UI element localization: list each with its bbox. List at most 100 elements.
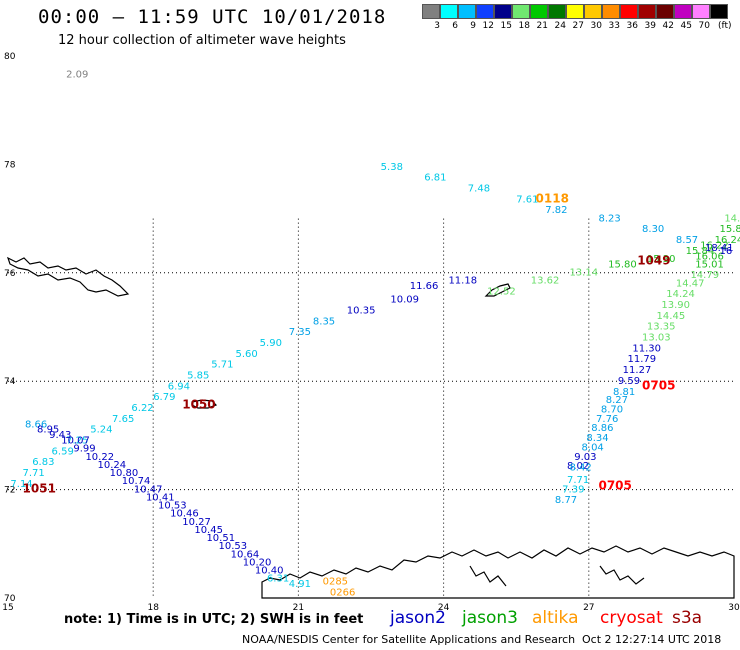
latitude-tick-label: 76 [4,269,16,279]
scale-swatch [458,4,476,19]
scale-swatch [710,4,728,19]
color-scale: 3 6 9 12 15 18 21 24 27 30 33 36 39 42 45 70 [422,4,728,38]
footer-note: note: 1) Time is in UTC; 2) SWH is in fe… [64,612,364,627]
scale-bin: 70 [692,4,710,38]
wave-height-value: 8.66 [25,419,47,430]
scale-swatch [692,4,710,19]
wave-height-value: 10.51 [206,533,235,544]
wave-height-value: 7.35 [289,327,311,338]
scale-label: 15 [500,21,512,31]
wave-height-value: 5.71 [211,360,233,371]
wave-height-value: 7.39 [562,484,584,495]
finnmark-fjord-coastline [469,565,507,587]
wave-height-value: 11.66 [410,281,439,292]
legend-jason3: jason3 [462,608,518,628]
wave-height-value: 10.27 [182,517,211,528]
legend-altika: altika [532,608,579,628]
wave-height-value: 5.24 [90,425,112,436]
map-title: 00:00 – 11:59 UTC 10/01/2018 [38,6,387,28]
scale-label: 9 [470,21,476,31]
wave-height-value: 8.95 [37,425,59,436]
wave-height-value: 13.62 [531,276,560,287]
scale-bin: 24 [548,4,566,38]
wave-height-value: 14.45 [657,311,686,322]
wave-height-value: 13.90 [661,300,690,311]
wave-height-value: 6.31 [267,574,289,585]
wave-height-value: 7.25 [66,436,88,447]
scale-bin: 12 [476,4,494,38]
wave-height-value: 10.20 [243,557,272,568]
wave-height-value: 14.79 [690,270,719,281]
wave-height-value: 7.14 [10,479,32,490]
wave-height-value: 16.06 [695,251,724,262]
scale-swatch [638,4,656,19]
scale-label: 30 [590,21,602,31]
wave-height-value: 7.76 [596,414,618,425]
wave-height-value: 9.99 [73,444,95,455]
longitude-tick-label: 18 [147,603,159,613]
scale-bin: 6 [440,4,458,38]
bear-island-coastline [191,399,218,409]
wave-height-value: 0285 [323,576,348,587]
wave-height-value: 15.30 [647,254,676,265]
wave-height-value: 10.74 [122,476,151,487]
wave-height-value: 11.18 [448,276,477,287]
wave-height-value: 7.48 [468,184,490,195]
longitude-tick-label: 15 [2,603,13,613]
wave-height-value: 6.22 [131,403,153,414]
scale-bin: 3 [422,4,440,38]
legend-s3a: s3a [672,608,703,628]
wave-height-value: 14. [724,213,740,224]
latitude-tick-label: 74 [4,377,16,387]
wave-height-value: 6.81 [424,173,446,184]
wave-height-value: 10.46 [170,509,199,520]
scale-bin: 21 [530,4,548,38]
scale-swatch [584,4,602,19]
footer-credit: NOAA/NESDIS Center for Satellite Applica… [242,633,576,646]
wave-height-value: 10.41 [146,492,175,503]
pass-time-label: 1050 [182,397,215,411]
scale-bin: 39 [638,4,656,38]
wave-height-value: 8.77 [555,495,577,506]
wave-height-value: 8.35 [313,316,335,327]
wave-height-value: 11.27 [623,365,652,376]
wave-height-value: 16.22 [700,240,729,251]
wave-height-value: 11.79 [628,354,657,365]
scale-label: 21 [536,21,548,31]
wave-height-value: 8.27 [606,395,628,406]
scale-label: 45 [680,21,692,31]
kong-karls-land-coastline [484,283,511,297]
scale-bin: 18 [512,4,530,38]
scale-label: 42 [662,21,674,31]
wave-height-value: 8.70 [601,405,623,416]
scale-swatch [674,4,692,19]
coastlines [6,256,735,599]
scale-bin: 36 [620,4,638,38]
scale-bin: 9 [458,4,476,38]
wave-height-value: 14.47 [676,278,705,289]
wave-height-value: 8.04 [582,443,604,454]
wave-height-value: 10.24 [98,460,127,471]
wave-height-value: 16.24 [715,235,740,246]
wave-height-value: 14.24 [666,289,695,300]
wave-height-value: 6.83 [32,457,54,468]
wave-height-value: 10.64 [231,549,260,560]
wave-height-value: 7.65 [112,414,134,425]
wave-height-value: 13.03 [642,333,671,344]
scale-swatch [440,4,458,19]
scale-label: 18 [518,21,530,31]
wave-height-value: 12.52 [487,286,516,297]
svalbard-coastline [6,256,130,297]
legend-jason2: jason2 [390,608,446,628]
scale-label: 36 [626,21,638,31]
wave-height-value: 7.61 [516,194,538,205]
wave-height-value: 10.07 [61,436,90,447]
wave-height-value: 5.85 [187,370,209,381]
wave-height-value: 15.01 [695,259,724,270]
wave-height-value: 8.42 [569,463,591,474]
wave-height-value: 10.45 [194,525,223,536]
norway-coastline [261,545,735,599]
scale-bin: 15 [494,4,512,38]
wave-height-value: 5.60 [235,349,257,360]
